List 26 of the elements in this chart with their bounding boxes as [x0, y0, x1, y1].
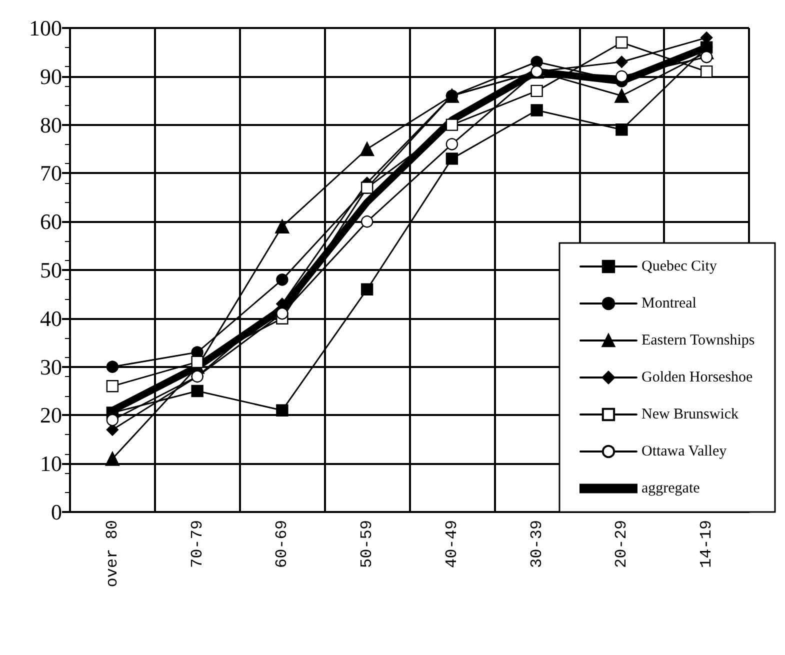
y-tick-label: 80 — [40, 112, 62, 138]
x-tick-label: 70-79 — [188, 520, 206, 568]
y-tick-label: 60 — [40, 209, 62, 234]
legend-label: New Brunswick — [641, 406, 740, 422]
y-tick-label: 70 — [40, 160, 62, 186]
y-tick-label: 50 — [40, 258, 62, 282]
y-tick-label: 30 — [40, 354, 62, 380]
x-tick-label: 14-19 — [698, 520, 716, 568]
y-tick-label: 20 — [40, 402, 62, 428]
x-tick-label: 40-49 — [442, 520, 461, 568]
legend-label: Golden Horseshoe — [641, 370, 754, 386]
x-tick-label: over 80 — [103, 520, 122, 588]
x-tick-label: 30-39 — [528, 520, 546, 568]
x-tick-label: 50-59 — [358, 520, 376, 568]
legend-label: Ottawa Valley — [641, 444, 728, 460]
x-tick-label: 60-69 — [273, 520, 292, 568]
x-tick-label: 20-29 — [612, 520, 631, 568]
legend-label: Eastern Townships — [641, 332, 755, 348]
legend-label: aggregate — [641, 480, 700, 496]
y-tick-label: 10 — [40, 451, 62, 476]
y-tick-label: 90 — [40, 64, 62, 89]
y-tick-label: 40 — [40, 306, 62, 331]
y-tick-label: 0 — [51, 500, 62, 524]
legend-label: Quebec City — [641, 258, 718, 274]
legend-label: Montreal — [641, 296, 696, 312]
y-tick-label: 100 — [29, 16, 62, 40]
